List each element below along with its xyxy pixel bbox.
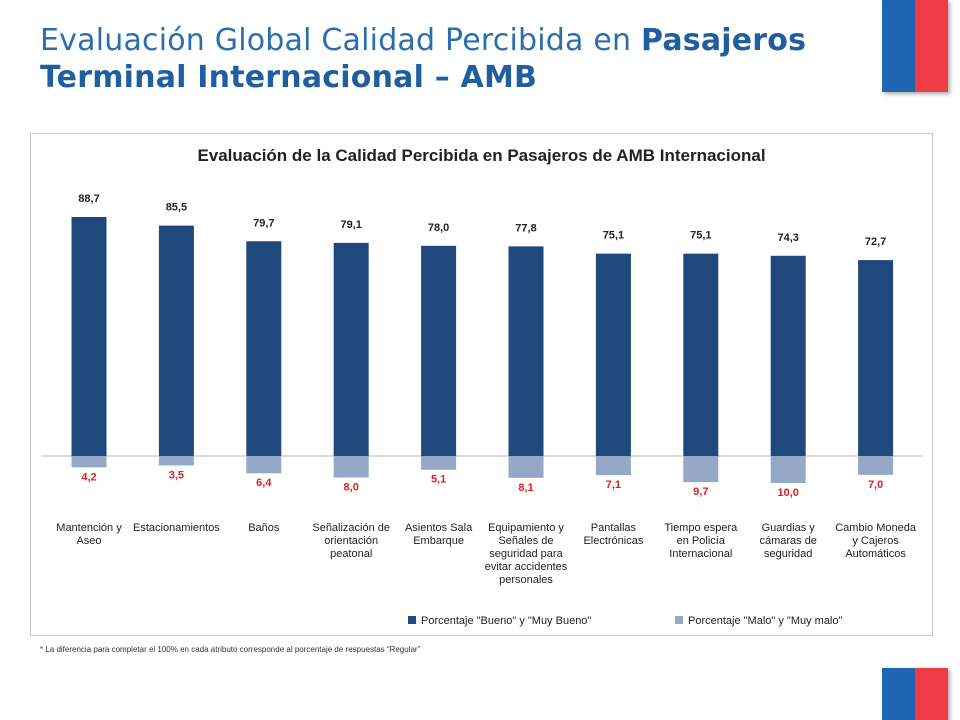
bar-good-label: 85,5 bbox=[166, 202, 187, 214]
bar-bad bbox=[421, 456, 457, 470]
bar-good bbox=[508, 246, 544, 456]
bar-good bbox=[683, 253, 719, 456]
legend-swatch-bad bbox=[675, 616, 683, 624]
bar-bad bbox=[770, 456, 806, 483]
bar-bad-label: 7,0 bbox=[868, 479, 883, 491]
slide-title: Evaluación Global Calidad Percibida en P… bbox=[40, 22, 880, 96]
legend-label-good: Porcentaje "Bueno" y "Muy Bueno" bbox=[421, 615, 591, 627]
slide-title-bold-2: Terminal Internacional – AMB bbox=[40, 60, 538, 95]
bar-bad bbox=[246, 456, 282, 474]
bar-good bbox=[333, 242, 369, 456]
bar-bad-label: 8,0 bbox=[344, 482, 359, 494]
bar-good bbox=[421, 245, 457, 456]
bar-good-label: 75,1 bbox=[603, 230, 624, 242]
bar-good-label: 72,7 bbox=[865, 236, 886, 248]
chart-frame: Evaluación de la Calidad Percibida en Pa… bbox=[30, 133, 933, 636]
category-label: Estacionamientos bbox=[133, 522, 220, 534]
bar-bad-label: 4,2 bbox=[81, 471, 96, 483]
bar-bad-label: 8,1 bbox=[518, 482, 533, 494]
bar-bad bbox=[333, 456, 369, 478]
bar-good bbox=[71, 217, 107, 456]
legend-label-bad: Porcentaje "Malo" y "Muy malo" bbox=[688, 615, 842, 627]
bar-good bbox=[770, 255, 806, 456]
category-label: Tiempo espera en Policía Internacional bbox=[664, 522, 738, 560]
category-label: Equipamiento y Señales de seguridad para ev… bbox=[485, 522, 568, 586]
bar-bad bbox=[683, 456, 719, 483]
bar-good-label: 88,7 bbox=[78, 193, 99, 205]
bar-bad bbox=[595, 456, 631, 476]
bar-bad-label: 10,0 bbox=[777, 487, 798, 499]
footnote: * La diferencia para completar el 100% e… bbox=[40, 645, 421, 654]
category-label: Cambio Moneda y Cajeros Automáticos bbox=[835, 522, 917, 560]
bar-good bbox=[858, 260, 894, 456]
legend-swatch-good bbox=[408, 616, 416, 624]
bar-good-label: 74,3 bbox=[777, 232, 798, 244]
bar-bad-label: 9,7 bbox=[693, 486, 708, 498]
bar-good-label: 79,1 bbox=[340, 219, 361, 231]
bar-good-label: 79,7 bbox=[253, 217, 274, 229]
bar-good bbox=[158, 225, 194, 456]
bar-bad-label: 7,1 bbox=[606, 479, 621, 491]
category-label: Señalización de orientación peatonal bbox=[312, 522, 390, 560]
category-label: Mantención y Aseo bbox=[56, 522, 122, 547]
bar-bad-label: 3,5 bbox=[169, 469, 184, 481]
bar-bad-label: 5,1 bbox=[431, 474, 446, 486]
category-label: Asientos Sala Embarque bbox=[405, 522, 473, 547]
bar-good-label: 78,0 bbox=[428, 222, 449, 234]
slide-title-bold-1: Pasajeros bbox=[640, 23, 807, 58]
category-label: Guardias y cámaras de seguridad bbox=[759, 522, 816, 560]
bar-bad bbox=[858, 456, 894, 475]
chart-title: Evaluación de la Calidad Percibida en Pa… bbox=[197, 146, 766, 165]
bar-good bbox=[246, 241, 282, 456]
category-label: Baños bbox=[248, 522, 280, 534]
chile-flag-logo-top bbox=[882, 0, 948, 92]
bar-bad-label: 6,4 bbox=[256, 477, 272, 489]
bar-good-label: 77,8 bbox=[515, 222, 536, 234]
chile-flag-logo-bottom bbox=[882, 668, 948, 720]
bar-bad bbox=[71, 456, 107, 468]
bar-chart: 88,7 4,2 Mantención y Aseo 85,5 3,5 Estacionam… bbox=[41, 193, 923, 627]
bar-bad bbox=[158, 456, 194, 466]
slide-title-normal: Evaluación Global Calidad Percibida en bbox=[40, 23, 641, 58]
bar-good-label: 75,1 bbox=[690, 230, 711, 242]
bar-bad bbox=[508, 456, 544, 478]
category-label: Pantallas Electrónicas bbox=[583, 522, 643, 547]
bar-good bbox=[595, 253, 631, 456]
